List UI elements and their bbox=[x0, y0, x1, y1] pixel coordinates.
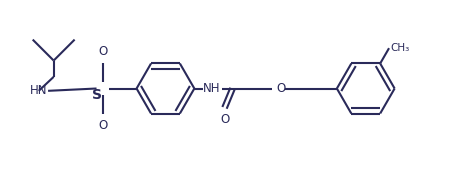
Text: O: O bbox=[98, 119, 107, 132]
Text: O: O bbox=[220, 113, 229, 125]
Text: O: O bbox=[276, 82, 286, 95]
Text: O: O bbox=[98, 45, 107, 58]
Text: HN: HN bbox=[29, 84, 47, 97]
Text: S: S bbox=[91, 88, 102, 102]
Text: NH: NH bbox=[203, 82, 221, 95]
Text: CH₃: CH₃ bbox=[390, 43, 409, 53]
